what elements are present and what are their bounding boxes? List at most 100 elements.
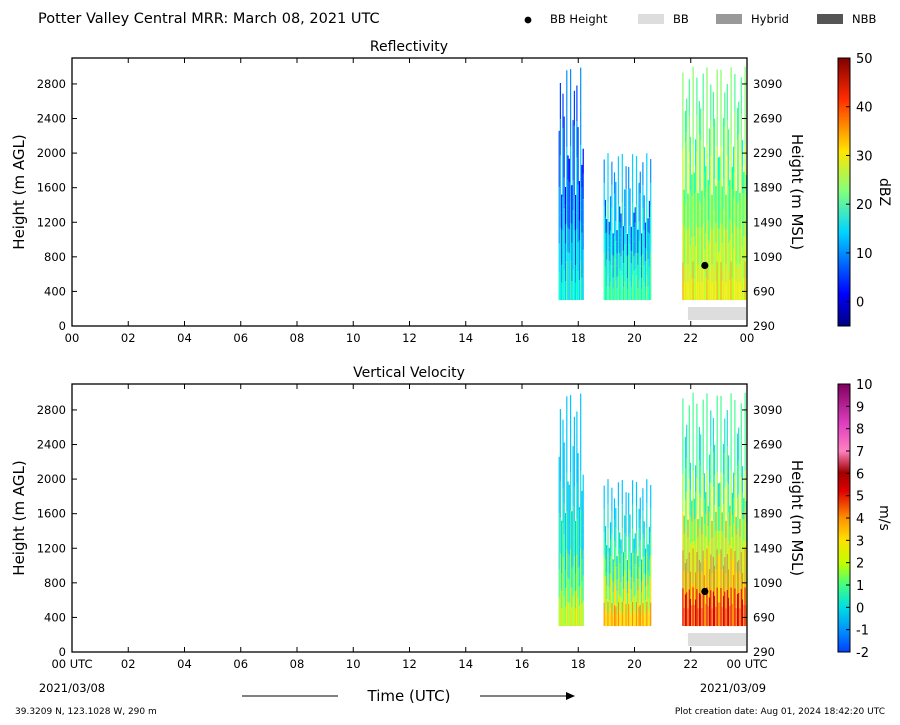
echo-cell: [564, 550, 567, 570]
echo-cell: [576, 483, 578, 519]
echo-cell: [743, 257, 745, 279]
echo-cell: [607, 528, 609, 553]
echo-cell: [728, 186, 730, 215]
echo-cell: [725, 591, 727, 609]
echo-cell: [726, 84, 728, 120]
reflectivity-y-axis-label-right: Height (m MSL): [788, 134, 806, 250]
reflectivity-title: Reflectivity: [370, 39, 448, 55]
echo-cell: [582, 550, 584, 576]
echo-cell: [701, 245, 703, 264]
echo-cell: [607, 577, 609, 602]
echo-cell: [719, 506, 721, 531]
echo-cell: [698, 101, 700, 135]
echo-cell: [741, 246, 744, 274]
echo-cell: [607, 251, 609, 276]
echo-cell: [572, 120, 574, 151]
echo-cell: [642, 254, 644, 278]
echo-cell: [696, 114, 698, 152]
echo-cell: [701, 553, 703, 572]
echo-cell: [642, 580, 644, 604]
echo-cell: [701, 263, 703, 282]
echo-cell: [581, 187, 583, 210]
echo-cell: [703, 549, 706, 576]
echo-cell: [646, 226, 648, 252]
echo-cell: [558, 159, 560, 188]
echo-cell: [626, 570, 628, 582]
echo-cell: [638, 587, 640, 607]
echo-cell: [731, 559, 733, 582]
echo-cell: [744, 548, 746, 588]
x-tick-label: 12: [402, 331, 417, 345]
echo-cell: [638, 606, 640, 626]
echo-cell: [613, 583, 616, 605]
echo-cell: [698, 233, 700, 267]
echo-cell: [606, 572, 608, 586]
echo-cell: [729, 280, 731, 301]
echo-cell: [629, 188, 631, 208]
x-tick-label: 10: [346, 331, 361, 345]
echo-cell: [620, 539, 622, 554]
echo-cell: [738, 427, 740, 461]
echo-cell: [691, 237, 693, 259]
echo-cell: [702, 550, 704, 589]
echo-cell: [608, 600, 610, 613]
echo-cell: [686, 558, 688, 593]
echo-cell: [620, 213, 622, 228]
colorbar-tick-label: 50: [856, 52, 873, 67]
echo-cell: [562, 128, 564, 163]
echo-cell: [561, 282, 563, 301]
echo-cell: [604, 199, 607, 217]
x-tick-label: 06: [233, 657, 248, 671]
echo-cell: [733, 197, 735, 224]
echo-cell: [740, 477, 742, 515]
x-tick-label: 22: [683, 331, 698, 345]
echo-cell: [744, 105, 746, 145]
echo-cell: [692, 587, 694, 627]
echo-cell: [726, 590, 728, 626]
echo-cell: [644, 261, 647, 275]
echo-cell: [621, 251, 623, 276]
echo-cell: [617, 204, 619, 229]
echo-cell: [573, 486, 575, 522]
echo-cell: [650, 159, 652, 183]
echo-cell: [582, 474, 584, 500]
echo-cell: [691, 174, 693, 196]
echo-cell: [613, 498, 616, 520]
echo-cell: [712, 265, 714, 301]
echo-cell: [612, 233, 614, 245]
echo-cell: [615, 586, 617, 607]
echo-cell: [564, 205, 567, 225]
echo-cell: [607, 153, 609, 178]
echo-cell: [635, 180, 638, 204]
echo-cell: [573, 195, 575, 231]
echo-cell: [687, 519, 689, 538]
echo-cell: [567, 155, 569, 180]
echo-cell: [603, 485, 605, 509]
echo-cell: [607, 503, 609, 529]
y-tick-label-right: 690: [753, 284, 775, 298]
x-tick-label: 22: [683, 657, 698, 671]
echo-cell: [604, 576, 607, 593]
velocity-bb-bar: [687, 633, 746, 646]
echo-cell: [610, 608, 612, 627]
echo-cell: [603, 508, 605, 533]
echo-cell: [683, 607, 685, 627]
echo-cell: [568, 229, 570, 253]
echo-cell: [624, 570, 626, 590]
echo-cell: [707, 546, 709, 567]
echo-cell: [735, 209, 737, 228]
echo-cell: [683, 570, 685, 590]
echo-cell: [571, 223, 573, 243]
reflectivity-y-ticks-right: 290 690 1090 1490 1890 2290 2690 3090: [742, 77, 782, 333]
echo-cell: [706, 509, 708, 549]
echo-cell: [607, 601, 609, 627]
echo-cell: [622, 287, 625, 301]
echo-cell: [582, 224, 584, 250]
echo-cell: [714, 209, 716, 240]
echo-cell: [580, 261, 582, 300]
echo-cell: [728, 271, 730, 301]
echo-cell: [617, 252, 619, 277]
echo-cell: [734, 73, 736, 112]
echo-cell: [568, 555, 570, 579]
